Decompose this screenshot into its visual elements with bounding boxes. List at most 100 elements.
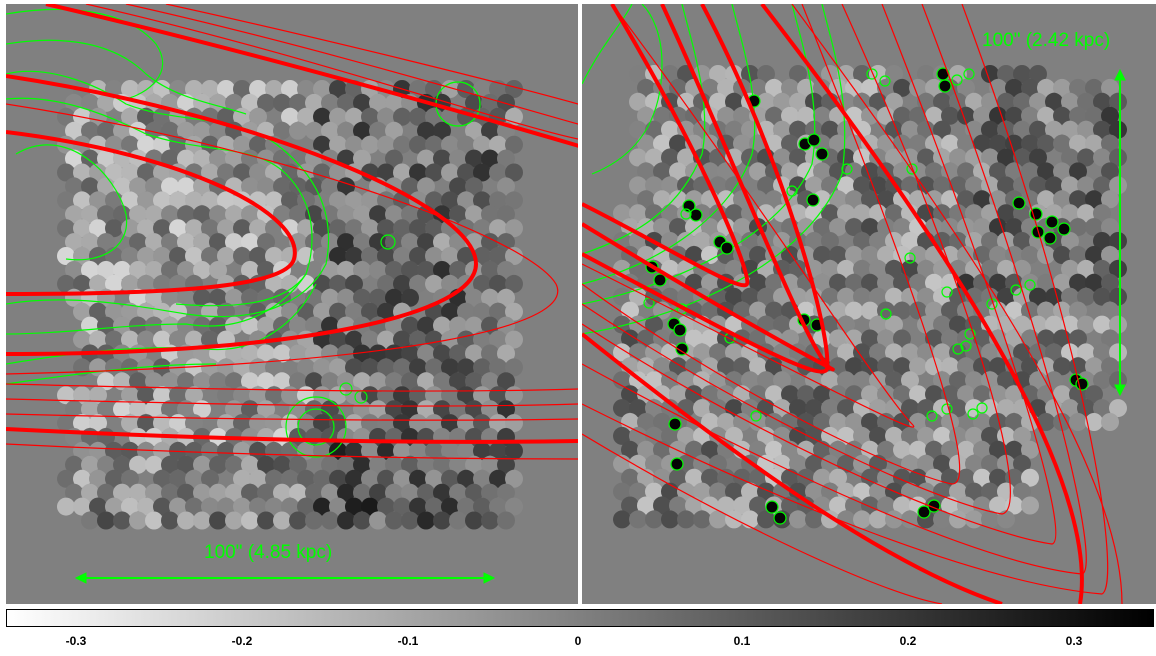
pixel-spaxel: [893, 329, 911, 348]
pixel-spaxel: [377, 414, 395, 433]
pixel-spaxel: [393, 441, 411, 460]
pixel-spaxel: [65, 261, 83, 279]
pixel-spaxel: [621, 468, 639, 487]
right-model-hyperbolae: [582, 4, 1123, 604]
pixel-spaxel: [185, 497, 203, 516]
pixel-spaxel: [677, 287, 695, 306]
pixel-spaxel: [425, 330, 443, 349]
pixel-spaxel: [73, 330, 91, 349]
pixel-spaxel: [473, 441, 491, 460]
pixel-spaxel: [981, 259, 999, 278]
pixel-spaxel: [193, 511, 211, 530]
pixel-spaxel: [709, 343, 727, 362]
pixel-spaxel: [717, 440, 735, 459]
pixel-spaxel: [161, 372, 179, 391]
pixel-spaxel: [757, 65, 775, 83]
pixel-spaxel: [57, 191, 75, 210]
pixel-spaxel: [949, 454, 967, 473]
pixel-spaxel: [837, 65, 855, 83]
pixel-spaxel: [185, 247, 203, 265]
pixel-spaxel: [497, 233, 515, 252]
pixel-spaxel: [249, 163, 267, 182]
pixel-spaxel: [337, 455, 355, 474]
pixel-spaxel: [797, 496, 815, 515]
pixel-spaxel: [1101, 134, 1119, 153]
pixel-spaxel: [637, 134, 655, 153]
pixel-spaxel: [361, 497, 379, 516]
pixel-spaxel: [249, 386, 267, 405]
pixel-spaxel: [621, 329, 639, 348]
pixel-spaxel: [433, 455, 451, 474]
pixel-spaxel: [377, 330, 395, 349]
pixel-spaxel: [861, 468, 879, 487]
pixel-spaxel: [257, 511, 275, 530]
pixel-spaxel: [917, 482, 935, 501]
pixel-spaxel: [749, 162, 767, 181]
pixel-spaxel: [773, 426, 791, 445]
pixel-spaxel: [1013, 287, 1031, 306]
pixel-spaxel: [917, 148, 935, 167]
pixel-spaxel: [1013, 176, 1031, 195]
pixel-spaxel: [161, 511, 179, 530]
pixel-spaxel: [113, 483, 131, 502]
pixel-spaxel: [709, 65, 727, 83]
pixel-spaxel: [781, 162, 799, 181]
pixel-spaxel: [1077, 399, 1095, 418]
pixel-spaxel: [265, 497, 283, 516]
pixel-spaxel: [797, 106, 815, 125]
pixel-spaxel: [345, 330, 363, 349]
pixel-spaxel: [441, 219, 459, 238]
pixel-spaxel: [393, 135, 411, 154]
pixel-spaxel: [353, 121, 371, 140]
pixel-spaxel: [997, 259, 1015, 278]
pixel-spaxel: [377, 274, 395, 293]
pixel-spaxel: [241, 372, 259, 391]
pixel-spaxel: [861, 190, 879, 209]
pixel-spaxel: [661, 399, 679, 418]
pixel-spaxel: [981, 343, 999, 362]
pixel-spaxel: [1069, 78, 1087, 97]
colorbar-tick-label: -0.3: [65, 634, 87, 648]
pixel-spaxel: [805, 176, 823, 195]
colorbar-tick-label: 0.1: [733, 634, 751, 648]
pixel-spaxel: [465, 149, 483, 168]
pixel-spaxel: [281, 497, 299, 516]
pixel-spaxel: [89, 386, 107, 405]
right-scale-bar: [1114, 68, 1126, 397]
pixel-spaxel: [409, 274, 427, 293]
pixel-spaxel: [369, 205, 387, 224]
pixel-spaxel: [129, 511, 147, 530]
pixel-spaxel: [481, 93, 499, 112]
pixel-spaxel: [677, 510, 695, 529]
marked-source: [815, 147, 829, 161]
pixel-spaxel: [861, 496, 879, 515]
pixel-spaxel: [1061, 204, 1079, 223]
pixel-spaxel: [193, 288, 211, 307]
pixel-spaxel: [989, 106, 1007, 125]
pixel-spaxel: [837, 176, 855, 195]
pixel-spaxel: [1061, 399, 1079, 418]
pixel-spaxel: [1037, 162, 1055, 181]
pixel-spaxel: [241, 261, 259, 279]
pixel-spaxel: [933, 287, 951, 306]
pixel-spaxel: [145, 400, 163, 419]
pixel-spaxel: [73, 219, 91, 238]
pixel-spaxel: [361, 107, 379, 126]
pixel-spaxel: [289, 316, 307, 335]
pixel-spaxel: [637, 78, 655, 97]
pixel-spaxel: [813, 218, 831, 237]
pixel-spaxel: [653, 190, 671, 209]
pixel-spaxel: [385, 93, 403, 112]
pixel-spaxel: [917, 204, 935, 223]
pixel-spaxel: [497, 344, 515, 363]
pixel-spaxel: [941, 440, 959, 459]
pixel-spaxel: [209, 149, 227, 168]
pixel-spaxel: [989, 440, 1007, 459]
pixel-spaxel: [885, 426, 903, 445]
pixel-spaxel: [885, 343, 903, 362]
marked-source-ring: [786, 185, 798, 197]
pixel-spaxel: [853, 371, 871, 390]
pixel-spaxel: [861, 385, 879, 404]
pixel-spaxel: [669, 496, 687, 515]
pixel-spaxel: [361, 330, 379, 349]
